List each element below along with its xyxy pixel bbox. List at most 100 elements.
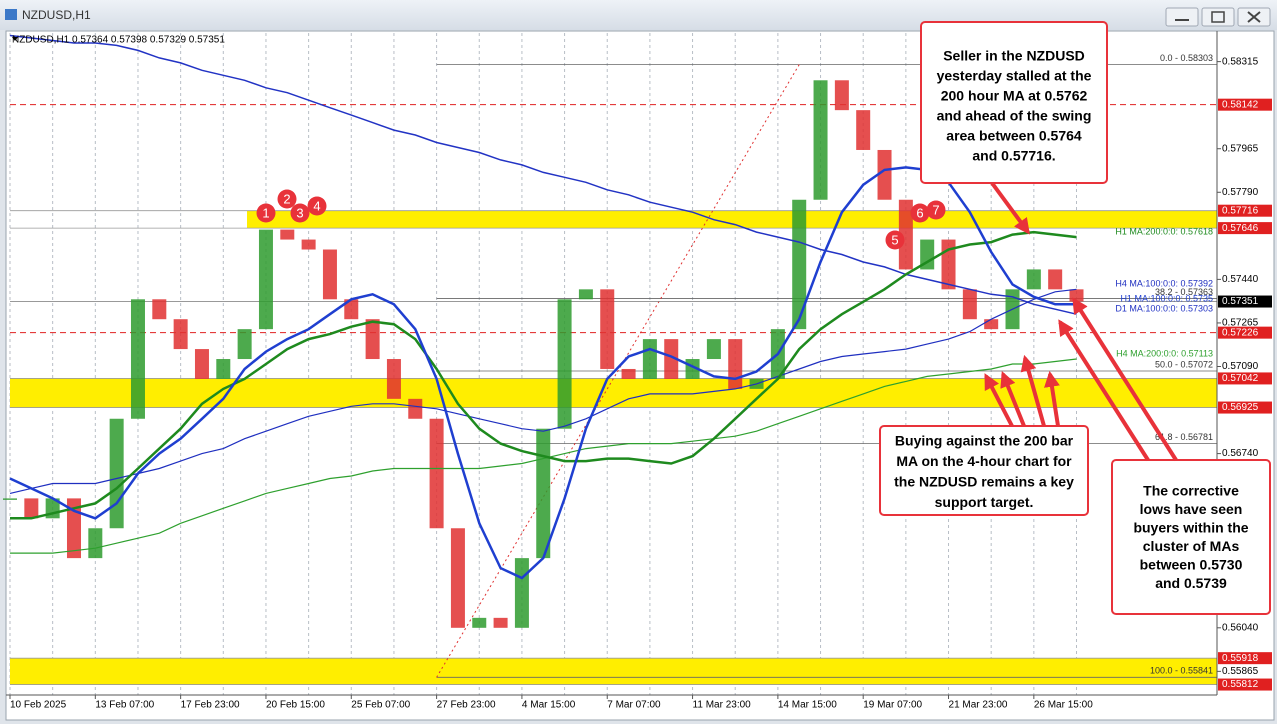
annotation-box: [920, 21, 1108, 184]
price-tag-label: 0.57716: [1222, 205, 1259, 216]
x-tick-label: 27 Feb 23:00: [437, 700, 496, 711]
candle: [536, 428, 551, 559]
annotation-text: area between 0.5764: [946, 128, 1082, 144]
candle: [792, 199, 807, 330]
candle: [664, 339, 679, 379]
minimize-button[interactable]: [1165, 7, 1199, 27]
annotation-text: 200 hour MA at 0.5762: [941, 88, 1088, 104]
candle: [920, 239, 935, 270]
fib-label: 38.2 - 0.57363: [1155, 287, 1213, 297]
candle: [706, 339, 721, 360]
annotation-box: [879, 425, 1089, 516]
ma-line: [9, 166, 1077, 580]
x-tick-label: 26 Mar 15:00: [1034, 700, 1093, 711]
candle: [1069, 289, 1084, 302]
x-tick-label: 25 Feb 07:00: [351, 700, 410, 711]
annotation-text: yesterday stalled at the: [937, 68, 1092, 84]
candle: [578, 289, 593, 300]
marker-circle: [926, 200, 946, 220]
annotation-text: cluster of MAs: [1143, 538, 1240, 554]
candle: [514, 558, 529, 628]
window-buttons[interactable]: [1165, 7, 1271, 27]
marker-circle: [307, 196, 327, 216]
candle: [877, 149, 892, 200]
marker-label: 4: [313, 198, 320, 213]
annotation-text: support target.: [935, 494, 1034, 510]
fib-label: 100.0 - 0.55841: [1150, 666, 1213, 676]
price-tag-label: 0.56925: [1222, 402, 1259, 413]
candle: [493, 617, 508, 628]
price-tag-label: 0.57351: [1222, 296, 1259, 307]
y-tick-label: 0.57440: [1222, 274, 1259, 285]
x-tick-label: 19 Mar 07:00: [863, 700, 922, 711]
candle: [834, 80, 849, 111]
annotation-text: and 0.57716.: [972, 148, 1055, 164]
candle: [642, 339, 657, 379]
marker-circle: [290, 203, 310, 223]
candle: [813, 80, 828, 200]
annotation-text: Buying against the 200 bar: [895, 433, 1074, 449]
candle: [258, 229, 273, 330]
header-arrow: [12, 37, 18, 41]
marker-label: 7: [932, 202, 939, 217]
ma-label: H1 MA:200:0:0: 0.57618: [1115, 226, 1213, 236]
candle: [984, 319, 999, 330]
ma-label: H1 MA:100:0:0: 0.5735: [1120, 294, 1213, 304]
candle: [728, 339, 743, 389]
y-tick-label: 0.57090: [1222, 361, 1259, 372]
price-tag: [1218, 295, 1272, 308]
y-tick-label: 0.57265: [1222, 318, 1259, 329]
annotation-text: lows have seen: [1140, 501, 1243, 517]
x-tick-label: 20 Feb 15:00: [266, 700, 325, 711]
candle: [621, 368, 636, 379]
close-icon: [1247, 11, 1261, 23]
window-icon: [5, 9, 17, 20]
arrow: [990, 181, 1030, 235]
marker-label: 5: [891, 232, 898, 247]
annotation-text: Seller in the NZDUSD: [943, 48, 1085, 64]
price-tag-label: 0.57646: [1222, 223, 1259, 234]
price-tag: [1218, 652, 1272, 665]
candle: [557, 299, 572, 429]
price-tag: [1218, 401, 1272, 414]
price-tag-label: 0.55918: [1222, 653, 1259, 664]
candle: [88, 528, 103, 559]
x-tick-label: 7 Mar 07:00: [607, 700, 661, 711]
support-zone: [10, 658, 1217, 685]
price-tag: [1218, 204, 1272, 217]
price-tag: [1218, 222, 1272, 235]
ma-label: H4 MA:200:0:0: 0.57113: [1116, 348, 1213, 358]
candle: [152, 299, 167, 320]
candle: [301, 239, 316, 250]
candle: [450, 528, 465, 628]
chart-header: NZDUSD,H1 0.57364 0.57398 0.57329 0.5735…: [12, 35, 225, 46]
support-zone: [247, 210, 1217, 229]
x-tick-label: 14 Mar 15:00: [778, 700, 837, 711]
candle: [600, 289, 615, 369]
marker-label: 1: [262, 205, 269, 220]
maximize-button[interactable]: [1201, 7, 1235, 27]
annotation-text: the NZDUSD remains a key: [894, 474, 1074, 490]
y-tick-label: 0.55865: [1222, 666, 1259, 677]
x-tick-label: 21 Mar 23:00: [949, 700, 1008, 711]
candle: [216, 359, 231, 379]
candle: [280, 229, 295, 240]
x-tick-label: 11 Mar 23:00: [693, 700, 752, 711]
arrow: [1072, 297, 1178, 462]
fib-label: 50.0 - 0.57072: [1155, 359, 1213, 369]
ma-line: [10, 358, 1077, 554]
x-tick-label: 10 Feb 2025: [10, 700, 67, 711]
arrow: [984, 373, 1014, 427]
price-tag: [1218, 372, 1272, 385]
arrow: [1020, 354, 1046, 427]
annotation-text-layer: Seller in the NZDUSD yesterday stalled at…: [894, 48, 1249, 592]
candle: [173, 319, 188, 350]
candle: [194, 349, 209, 379]
ma-line: [9, 34, 1077, 315]
candle: [472, 617, 487, 628]
x-tick-label: 17 Feb 23:00: [181, 700, 240, 711]
price-tag-label: 0.55812: [1222, 679, 1259, 690]
y-tick-label: 0.56040: [1222, 622, 1259, 633]
candle: [322, 249, 337, 300]
price-tag-label: 0.57226: [1222, 327, 1259, 338]
